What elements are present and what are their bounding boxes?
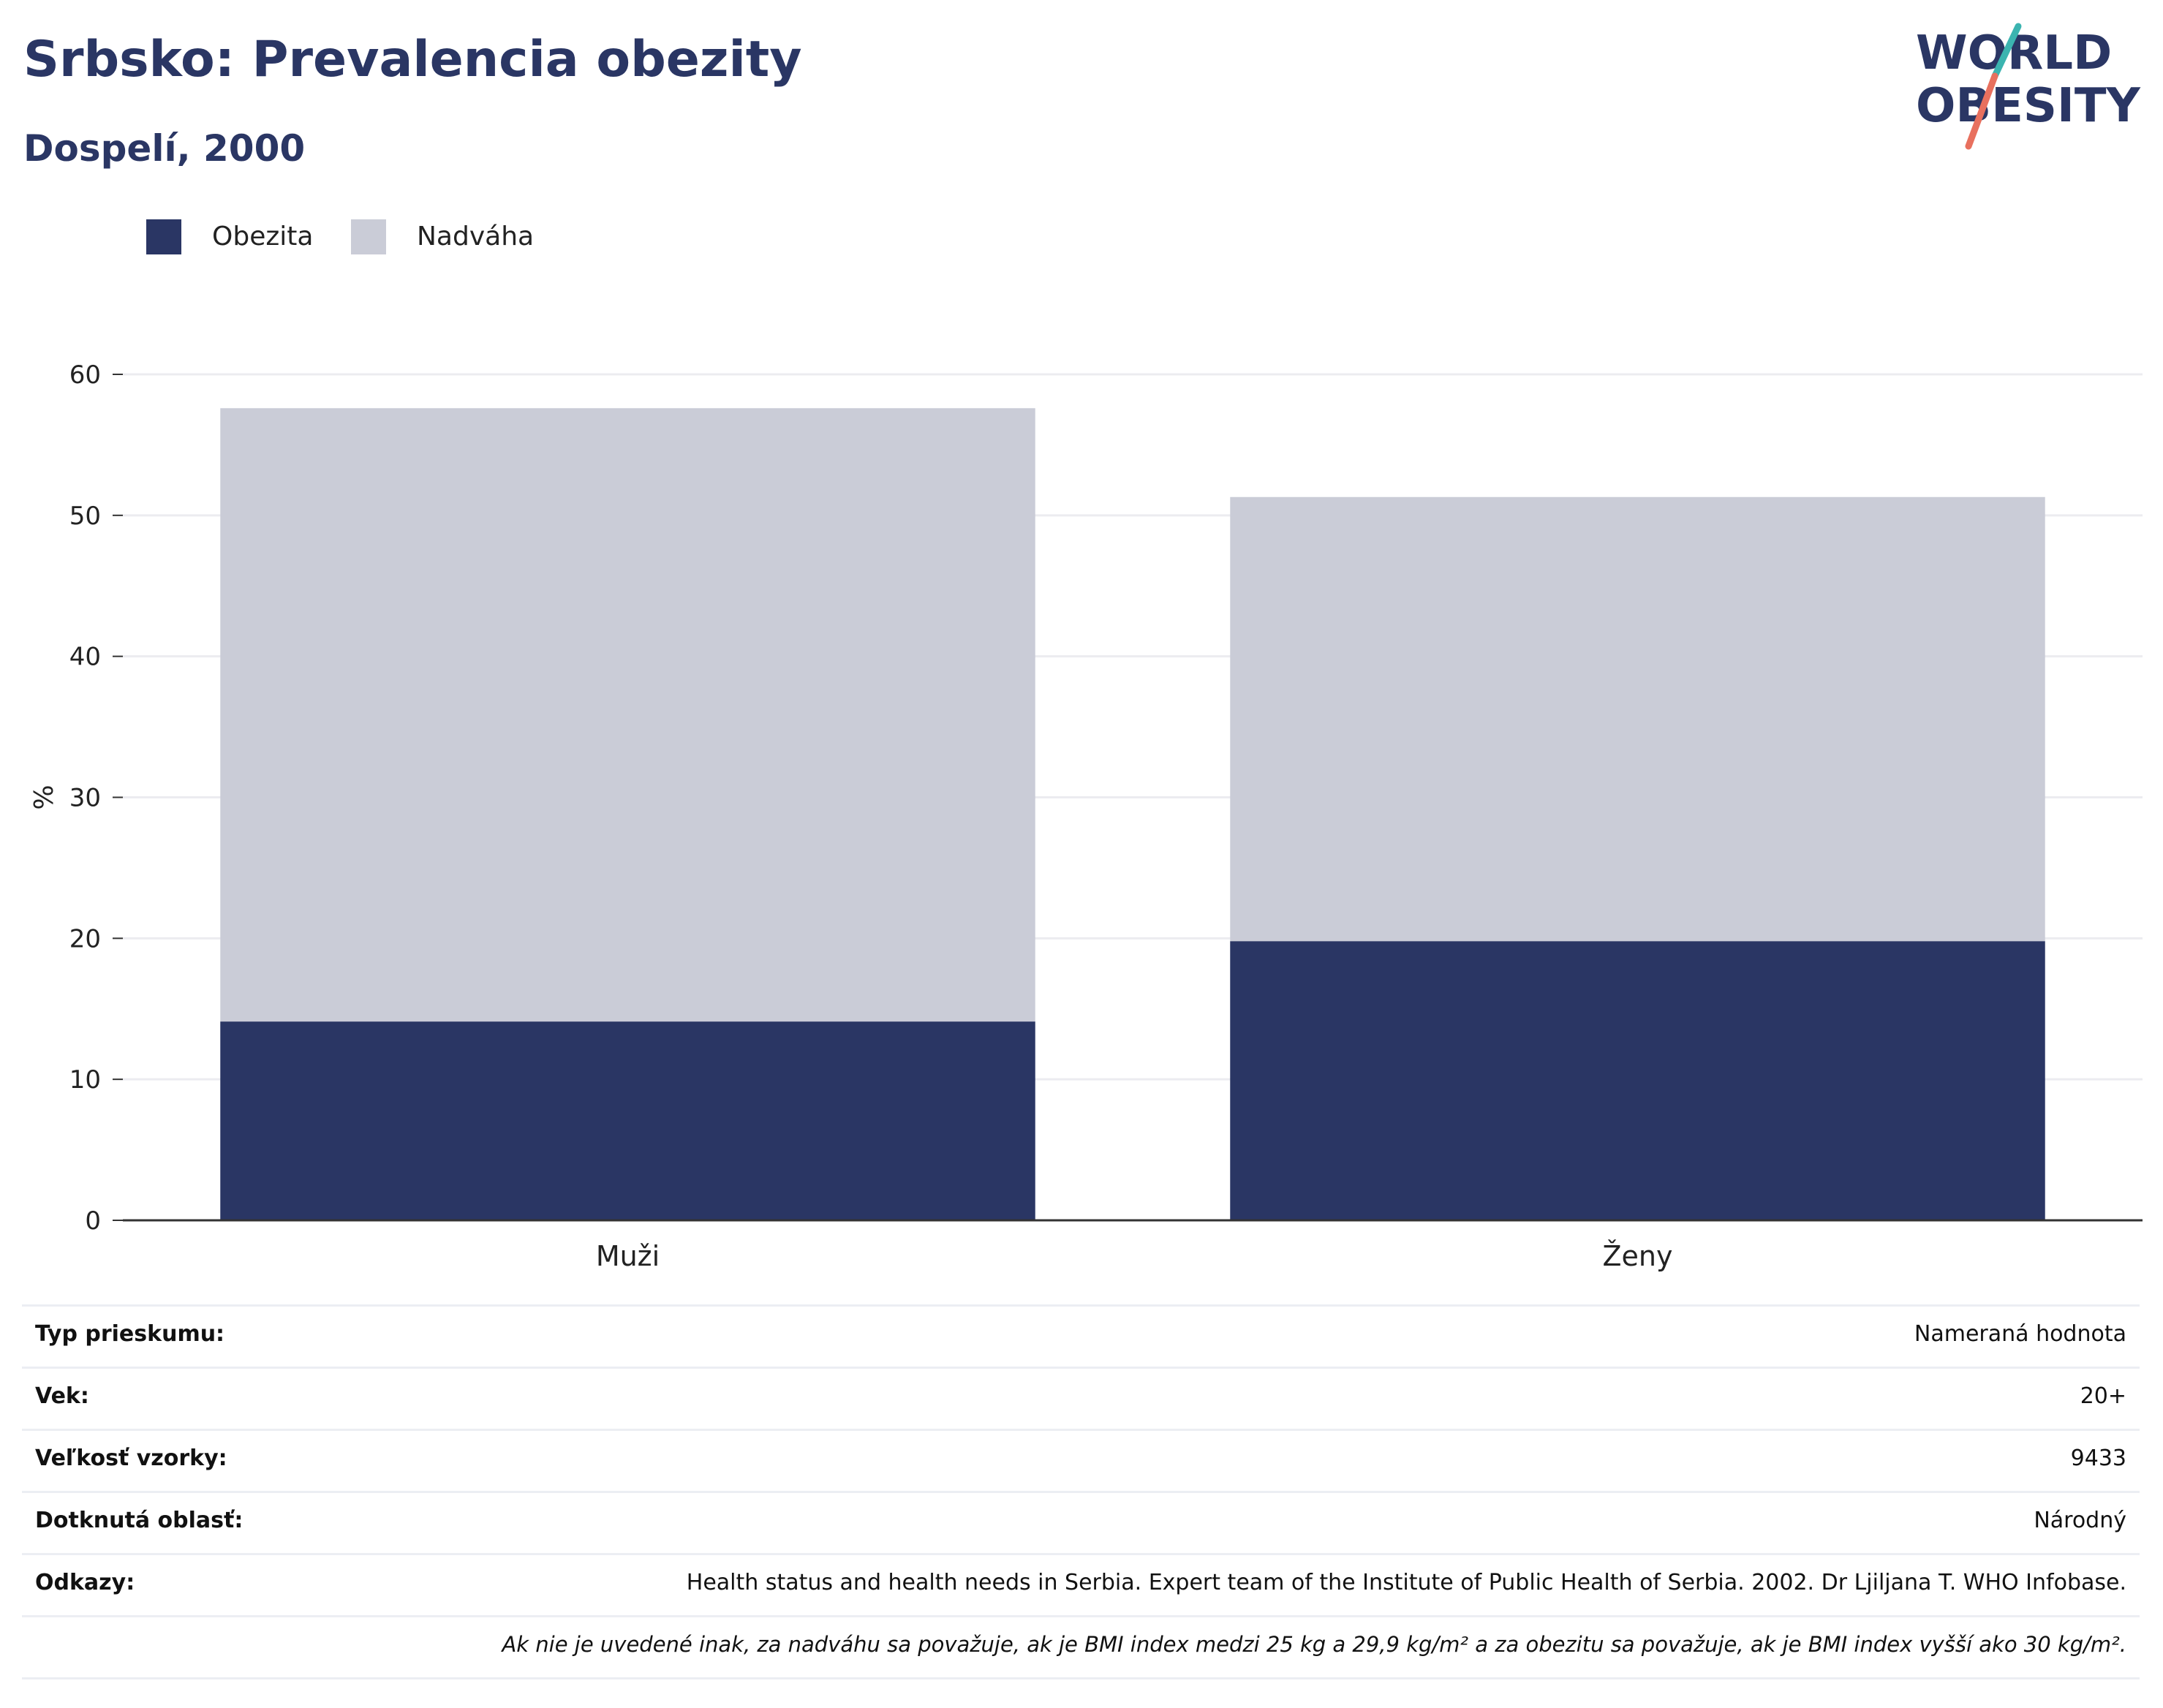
info-value: Nameraná hodnota (1914, 1321, 2126, 1347)
y-axis-label: % (29, 785, 59, 809)
info-value: 9433 (2070, 1446, 2126, 1471)
info-key: Vek: (35, 1383, 89, 1409)
info-key: Typ prieskumu: (35, 1321, 225, 1347)
logo-text-obesity: OBESITY (1916, 79, 2140, 133)
bar-chart: 0 10 20 30 40 50 60% Muži Ženy (29, 360, 2143, 1272)
legend-label-obesity: Obezita (212, 222, 314, 252)
info-value: Národný (2034, 1508, 2126, 1533)
info-value: Health status and health needs in Serbia… (686, 1570, 2126, 1595)
world-obesity-logo: WORLD OBESITY (1916, 23, 2140, 150)
logo-slash-bottom (1965, 72, 1998, 150)
y-tick-label: 60 (69, 360, 101, 390)
page-title: Srbsko: Prevalencia obezity (23, 31, 802, 88)
bar-overweight-0 (220, 408, 1035, 1022)
info-key: Dotknutá oblasť: (35, 1508, 244, 1533)
info-row-area: Dotknutá oblasť: Národný (22, 1491, 2140, 1553)
legend-swatch-obesity (146, 219, 181, 254)
info-row-sample-size: Veľkosť vzorky: 9433 (22, 1429, 2140, 1491)
bar-obesity-0 (220, 1021, 1035, 1220)
legend-label-overweight: Nadváha (417, 222, 535, 252)
y-tick-label: 10 (69, 1065, 101, 1095)
bar-overweight-1 (1230, 496, 2045, 942)
info-key: Veľkosť vzorky: (35, 1446, 227, 1471)
bar-obesity-1 (1230, 941, 2045, 1220)
y-tick-label: 50 (69, 502, 101, 531)
y-tick-label: 40 (69, 643, 101, 672)
bmi-definition-note: Ak nie je uvedené inak, za nadváhu sa po… (502, 1632, 2126, 1657)
logo-slash-top (1991, 23, 2022, 80)
info-row-age: Vek: 20+ (22, 1367, 2140, 1429)
page-subtitle: Dospelí, 2000 (23, 127, 306, 170)
legend-swatch-overweight (351, 219, 386, 254)
info-row-note: Ak nie je uvedené inak, za nadváhu sa po… (22, 1615, 2140, 1679)
y-tick-label: 30 (69, 784, 101, 813)
y-tick-label: 0 (85, 1206, 101, 1236)
info-row-references: Odkazy: Health status and health needs i… (22, 1553, 2140, 1615)
info-key: Odkazy: (35, 1570, 135, 1595)
y-tick-label: 20 (69, 924, 101, 953)
info-row-survey-type: Typ prieskumu: Nameraná hodnota (22, 1304, 2140, 1367)
info-value: 20+ (2080, 1383, 2126, 1409)
survey-info-table: Typ prieskumu: Nameraná hodnota Vek: 20+… (22, 1304, 2140, 1679)
x-tick-label: Ženy (1603, 1240, 1673, 1272)
x-tick-label: Muži (596, 1240, 660, 1272)
